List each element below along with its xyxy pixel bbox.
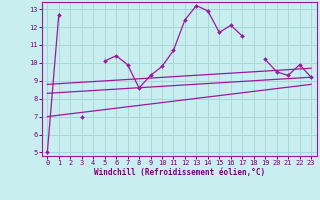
X-axis label: Windchill (Refroidissement éolien,°C): Windchill (Refroidissement éolien,°C) (94, 168, 265, 177)
